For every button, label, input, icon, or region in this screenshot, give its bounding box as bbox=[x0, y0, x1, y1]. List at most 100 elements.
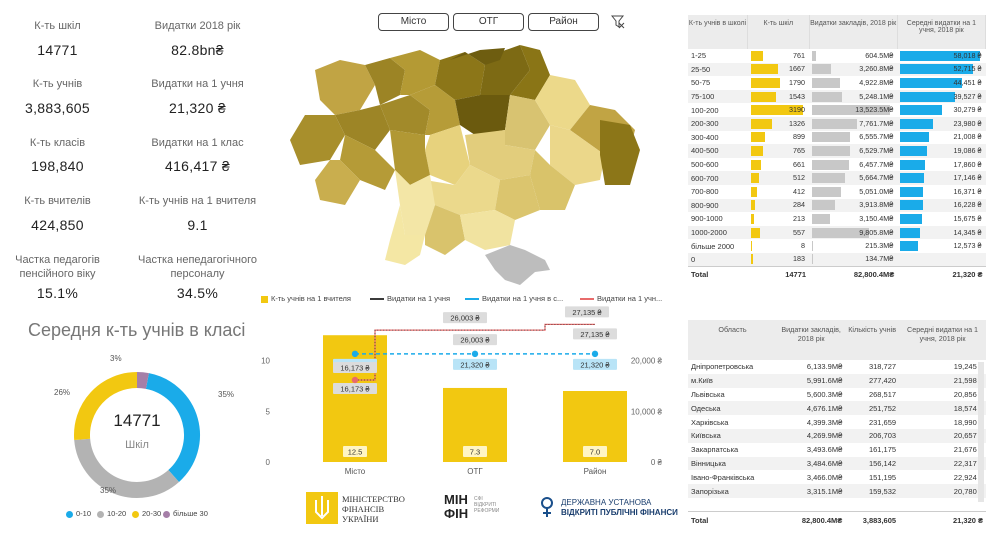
map-region[interactable] bbox=[465, 130, 535, 180]
marker-blue[interactable] bbox=[471, 350, 479, 358]
map-region[interactable] bbox=[425, 165, 500, 215]
t1-cell-spend: 7,761.7M₴ bbox=[809, 116, 898, 131]
t2-body: Дніпропетровська 6,133.9M₴ 318,727 19,245 ₴… bbox=[688, 360, 986, 528]
map-region[interactable] bbox=[390, 50, 440, 95]
map-region[interactable] bbox=[600, 120, 640, 185]
table-row[interactable]: 800-900 284 3,913.8M₴ 16,228 ₴ bbox=[688, 198, 986, 213]
filter-otg-button[interactable]: ОТГ bbox=[453, 13, 524, 31]
map-region[interactable] bbox=[530, 150, 575, 210]
map-region[interactable] bbox=[395, 170, 435, 235]
donut-slice-0-10[interactable] bbox=[145, 373, 200, 482]
t1-cell-schools: 3190 bbox=[748, 103, 810, 117]
table-row[interactable]: м.Київ 5,991.6M₴ 277,420 21,598 ₴ bbox=[688, 373, 986, 388]
map-region[interactable] bbox=[315, 160, 360, 205]
map-region[interactable] bbox=[410, 85, 460, 135]
map-region[interactable] bbox=[425, 125, 470, 185]
map-region[interactable] bbox=[535, 75, 590, 130]
map-region[interactable] bbox=[390, 130, 430, 185]
combo-legend-bars[interactable]: К-ть учнів на 1 вчителя bbox=[261, 294, 351, 303]
map-region[interactable] bbox=[425, 205, 465, 255]
marker-red[interactable] bbox=[351, 376, 359, 384]
legend-20-30[interactable]: 20-30 bbox=[132, 509, 161, 518]
map-region[interactable] bbox=[505, 95, 550, 150]
table-row[interactable]: Запорізька 3,315.1M₴ 159,532 20,780 ₴ bbox=[688, 484, 986, 498]
map-region[interactable] bbox=[550, 125, 605, 185]
table-row[interactable]: 700-800 412 5,051.0M₴ 16,371 ₴ bbox=[688, 185, 986, 199]
combo-legend-total[interactable]: Видатки на 1 учня bbox=[370, 294, 450, 303]
table-row[interactable]: 500-600 661 6,457.7M₴ 17,860 ₴ bbox=[688, 158, 986, 172]
table-row[interactable]: 75-100 1543 5,248.1M₴ 39,527 ₴ bbox=[688, 89, 986, 104]
t2-header-avg[interactable]: Середні видатки на 1 учня, 2018 рік bbox=[899, 320, 986, 360]
t2-header-region[interactable]: Область bbox=[688, 320, 777, 360]
map-region[interactable] bbox=[335, 105, 390, 150]
table-row[interactable]: 300-400 899 6,555.7M₴ 21,008 ₴ bbox=[688, 131, 986, 145]
table-row[interactable]: Закарпатська 3,493.6M₴ 161,175 21,676 ₴ bbox=[688, 443, 986, 457]
legend-10-20[interactable]: 10-20 bbox=[97, 509, 126, 518]
map-region[interactable] bbox=[510, 45, 550, 100]
table-row[interactable]: 900-1000 213 3,150.4M₴ 15,675 ₴ bbox=[688, 212, 986, 226]
t2-cell: 151,195 bbox=[868, 472, 897, 482]
map-region-crimea[interactable] bbox=[485, 245, 550, 285]
table-row[interactable]: 25-50 1667 3,260.8M₴ 52,715 ₴ bbox=[688, 62, 986, 77]
table-row[interactable]: 0 183 134.7M₴ bbox=[688, 252, 986, 267]
t2-header-students[interactable]: Кількість учнів bbox=[845, 320, 900, 360]
t1-cell-spend: 5,051.0M₴ bbox=[809, 185, 897, 199]
table-row[interactable]: 400-500 765 6,529.7M₴ 19,086 ₴ bbox=[688, 144, 986, 158]
table-row[interactable]: 100-200 3190 13,523.5M₴ 30,279 ₴ bbox=[688, 103, 986, 117]
map-region[interactable] bbox=[455, 95, 510, 135]
table-row[interactable]: Вінницька 3,484.6M₴ 156,142 22,317 ₴ bbox=[688, 456, 986, 471]
t1-cell-size: 75-100 bbox=[688, 89, 748, 104]
clear-filter-icon[interactable] bbox=[611, 15, 625, 29]
map-region[interactable] bbox=[460, 210, 515, 250]
map-region[interactable] bbox=[380, 95, 430, 135]
table-row[interactable]: 200-300 1326 7,761.7M₴ 23,980 ₴ bbox=[688, 116, 986, 131]
map-region[interactable] bbox=[290, 115, 345, 165]
map-region[interactable] bbox=[450, 48, 505, 65]
line-total-red[interactable] bbox=[355, 323, 595, 381]
map-region[interactable] bbox=[495, 175, 540, 220]
map-region[interactable] bbox=[385, 205, 425, 265]
filter-city-button[interactable]: Місто bbox=[378, 13, 449, 31]
marker-blue[interactable] bbox=[591, 350, 599, 358]
table-row[interactable] bbox=[688, 498, 986, 512]
t1-header-avg[interactable]: Середні видатки на 1 учня, 2018 рік bbox=[897, 15, 987, 49]
t2-header-spend[interactable]: Видатки закладів, 2018 рік bbox=[776, 320, 846, 360]
table-row[interactable]: Одеська 4,676.1M₴ 251,752 18,574 ₴ bbox=[688, 401, 986, 416]
combo-legend-avg[interactable]: Видатки на 1 учня в с... bbox=[465, 294, 563, 303]
table-row[interactable]: Львівська 5,600.3M₴ 268,517 20,856 ₴ bbox=[688, 388, 986, 402]
ukraine-map[interactable] bbox=[285, 40, 640, 290]
table-row[interactable]: Івано-Франківська 3,466.0M₴ 151,195 22,924 … bbox=[688, 470, 986, 484]
table-row[interactable]: 600-700 512 5,664.7M₴ 17,146 ₴ bbox=[688, 171, 986, 185]
marker-blue[interactable] bbox=[351, 350, 359, 358]
t1-cell-schools: 661 bbox=[748, 158, 810, 172]
donut-slice-10-20[interactable] bbox=[74, 438, 179, 498]
legend-label: Видатки на 1 учн... bbox=[597, 294, 663, 303]
table-row[interactable]: 1000-2000 557 9,805.8M₴ 14,345 ₴ bbox=[688, 225, 986, 240]
table-row[interactable]: Харківська 4,399.3M₴ 231,659 18,990 ₴ bbox=[688, 415, 986, 429]
table-row[interactable]: 50-75 1790 4,922.8M₴ 44,451 ₴ bbox=[688, 76, 986, 90]
table-row[interactable]: більше 2000 8 215.3M₴ 12,573 ₴ bbox=[688, 239, 986, 253]
legend-0-10[interactable]: 0-10 bbox=[66, 509, 91, 518]
map-region[interactable] bbox=[365, 58, 405, 105]
legend-over30[interactable]: більше 30 bbox=[163, 509, 208, 518]
table-row[interactable]: 1-25 761 604.5M₴ 58,018 ₴ bbox=[688, 49, 986, 63]
cell-databar bbox=[750, 50, 763, 61]
cell-databar bbox=[750, 145, 763, 156]
donut-slice-20-30[interactable] bbox=[74, 372, 138, 440]
t2-cell: Закарпатська bbox=[691, 445, 739, 455]
map-region[interactable] bbox=[480, 45, 530, 95]
t2-scrollbar[interactable] bbox=[978, 362, 984, 502]
t1-header-schools[interactable]: К-ть шкіл bbox=[747, 15, 810, 49]
t1-header-spend[interactable]: Видатки закладів, 2018 рік bbox=[809, 15, 898, 49]
table-row[interactable]: Дніпропетровська 6,133.9M₴ 318,727 19,245 ₴ bbox=[688, 360, 986, 374]
map-region[interactable] bbox=[315, 60, 375, 115]
table-row[interactable]: Київська 4,269.9M₴ 206,703 20,657 ₴ bbox=[688, 428, 986, 443]
map-regions[interactable] bbox=[290, 45, 640, 285]
combo-legend-red[interactable]: Видатки на 1 учн... bbox=[580, 294, 662, 303]
t1-header-size[interactable]: К-ть учнів в школі bbox=[688, 15, 748, 49]
map-region[interactable] bbox=[340, 135, 395, 190]
map-region[interactable] bbox=[435, 52, 485, 100]
filter-district-button[interactable]: Район bbox=[528, 13, 599, 31]
donut-slice-більше-30[interactable] bbox=[136, 372, 149, 389]
cell-value: 5,051.0M₴ bbox=[859, 186, 894, 196]
